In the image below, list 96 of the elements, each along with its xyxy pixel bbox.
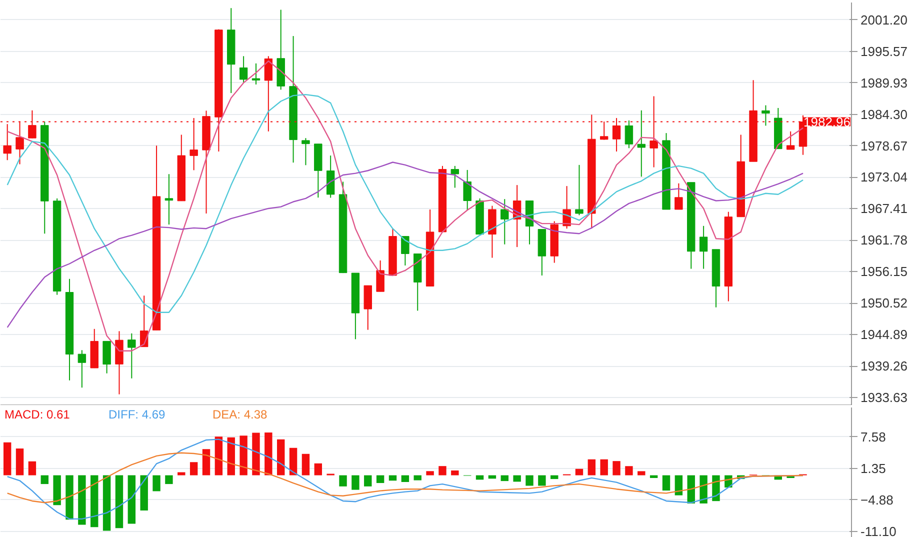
bar <box>414 475 422 480</box>
y-tick-label: 1967.41 <box>860 201 908 216</box>
candlestick <box>786 130 795 150</box>
bar <box>700 475 708 504</box>
bar <box>214 436 223 476</box>
bar <box>662 475 670 491</box>
bar <box>90 475 98 528</box>
bar <box>513 475 521 482</box>
bar <box>152 475 160 492</box>
bar <box>600 459 608 476</box>
y-tick-label: 1973.04 <box>860 170 908 185</box>
bar <box>438 466 446 476</box>
candlestick <box>762 104 770 126</box>
bar <box>638 471 646 476</box>
y-tick-label: 1995.57 <box>860 44 908 59</box>
y-tick-label: 1950.52 <box>860 296 908 311</box>
bar <box>575 468 584 476</box>
bar <box>140 475 148 511</box>
bar <box>302 454 310 476</box>
y-tick-label: 1939.26 <box>860 358 908 374</box>
text: DIFF: 4.69 <box>108 408 166 422</box>
candlestick <box>624 120 634 149</box>
y-tick-label: 7.58 <box>860 429 886 444</box>
bar <box>538 475 546 486</box>
bar <box>526 475 534 486</box>
bar <box>289 448 298 476</box>
bar <box>339 475 347 486</box>
bar <box>53 475 61 506</box>
bar <box>66 475 74 520</box>
bar <box>28 461 36 476</box>
bar <box>276 439 285 476</box>
bar <box>550 475 558 480</box>
y-tick-label: 1978.67 <box>860 138 908 154</box>
bar <box>314 463 322 476</box>
bar <box>712 475 720 502</box>
bar <box>401 475 410 482</box>
bar <box>40 475 48 484</box>
candlestick <box>239 56 248 84</box>
bar <box>16 448 24 476</box>
bar <box>500 475 508 482</box>
bar <box>190 462 198 476</box>
candlestick <box>78 350 86 388</box>
candlestick <box>674 182 683 210</box>
candlestick <box>102 340 111 374</box>
y-tick-label: 1956.15 <box>860 264 908 280</box>
candlestick <box>463 169 472 211</box>
candlestick <box>450 165 460 188</box>
candlestick <box>364 285 372 330</box>
bar <box>625 466 633 476</box>
line-series <box>6 452 804 504</box>
bar <box>115 475 124 528</box>
y-tick-label: -11.10 <box>860 524 896 537</box>
bar <box>128 475 136 524</box>
y-tick-label: 1989.93 <box>860 75 908 90</box>
candlestick <box>575 164 584 216</box>
candlestick <box>637 110 646 178</box>
text: DEA: 4.38 <box>212 408 268 422</box>
bar <box>364 475 372 486</box>
bar <box>612 461 620 476</box>
y-tick-label: 1984.30 <box>860 106 908 122</box>
bar <box>102 475 111 531</box>
candlestick <box>699 225 708 270</box>
candlestick <box>500 198 509 245</box>
bar <box>376 475 384 484</box>
bar <box>165 475 173 484</box>
bar <box>227 437 235 476</box>
bar <box>202 449 210 476</box>
bar <box>352 475 360 490</box>
candlestick <box>252 62 260 85</box>
y-tick-label: 1933.63 <box>860 390 908 406</box>
bar <box>3 442 12 476</box>
candlestick <box>376 260 384 292</box>
candlestick <box>302 138 310 166</box>
y-tick-label: 1.35 <box>860 460 886 476</box>
series-label: MACD: 0.61 <box>4 408 70 422</box>
candlestick <box>401 236 410 266</box>
candlestick <box>164 174 174 226</box>
line-series <box>6 162 804 328</box>
y-tick-label: 1944.89 <box>860 327 908 342</box>
candlestick <box>128 332 136 379</box>
candlestick <box>326 155 335 198</box>
ref-line-label: 1982.96 <box>804 114 851 130</box>
bar <box>78 475 86 525</box>
bar <box>588 459 596 476</box>
y-tick-label: 2001.20 <box>860 12 908 28</box>
bar <box>426 471 434 476</box>
y-tick-label: −4.88 <box>860 492 894 508</box>
y-tick-label: 1961.78 <box>860 232 908 248</box>
line-series <box>6 94 804 313</box>
bar <box>264 432 272 476</box>
bar <box>451 470 459 476</box>
bar <box>252 432 260 476</box>
bar <box>388 475 397 481</box>
bar <box>240 436 248 476</box>
bar <box>674 475 683 496</box>
bar <box>178 472 186 476</box>
